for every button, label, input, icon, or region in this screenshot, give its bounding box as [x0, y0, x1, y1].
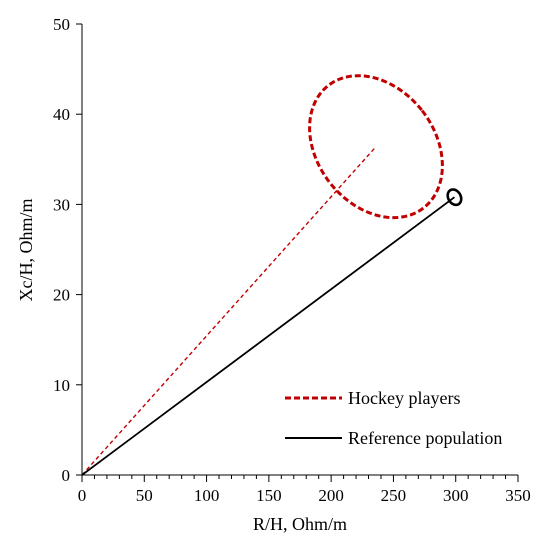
x-tick-label: 0 — [78, 486, 87, 505]
confidence-ellipse-hockey-players — [308, 74, 444, 220]
x-tick-label: 150 — [256, 486, 282, 505]
y-tick-label: 20 — [53, 286, 70, 305]
series — [81, 74, 463, 476]
legend-label-reference-population: Reference population — [348, 428, 502, 448]
axes — [81, 24, 518, 476]
x-tick-label: 350 — [505, 486, 531, 505]
legend-label-hockey-players: Hockey players — [348, 388, 460, 408]
vector-line-hockey-players — [81, 146, 377, 476]
x-tick-label: 250 — [381, 486, 407, 505]
x-tick-label: 100 — [194, 486, 220, 505]
y-tick-label: 0 — [62, 466, 71, 485]
series-hockey-players — [81, 74, 444, 476]
vector-line-reference-population — [81, 196, 456, 476]
x-tick-label: 200 — [318, 486, 344, 505]
confidence-ellipse-reference-population — [446, 188, 463, 207]
x-tick-label: 50 — [136, 486, 153, 505]
y-tick-label: 40 — [53, 105, 70, 124]
y-tick-label: 50 — [53, 15, 70, 34]
x-tick-label: 300 — [443, 486, 469, 505]
y-axis-title: Xc/H, Ohm/m — [16, 199, 36, 302]
legend: Hockey players Reference population — [285, 388, 502, 448]
x-axis-title: R/H, Ohm/m — [253, 514, 347, 534]
y-tick-label: 30 — [53, 195, 70, 214]
series-reference-population — [81, 188, 463, 476]
y-tick-label: 10 — [53, 376, 70, 395]
ticks: 0 50 100 150 200 250 300 350 0 10 20 30 40 50 — [53, 15, 531, 505]
